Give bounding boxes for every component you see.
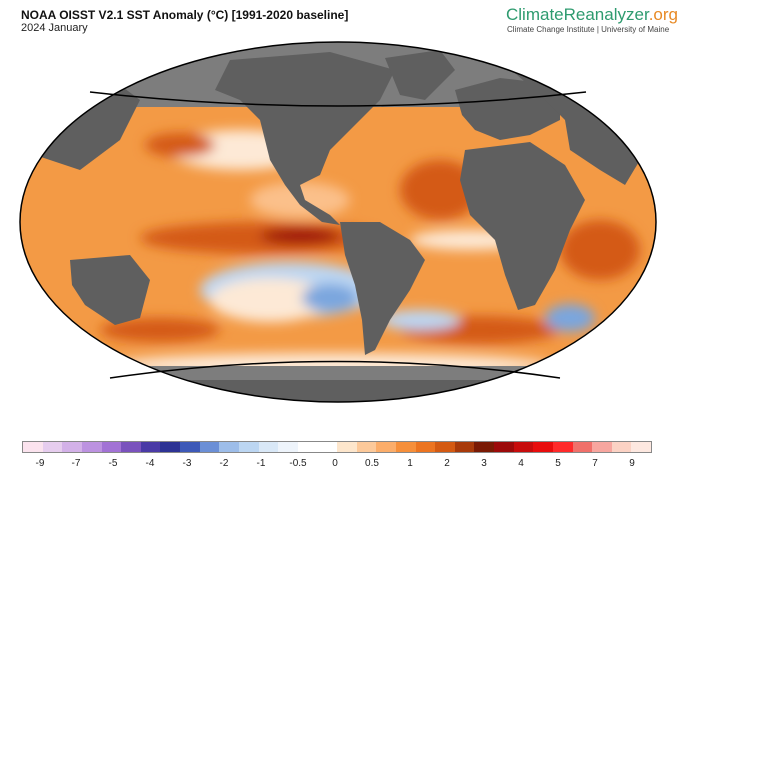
colorbar-swatch — [592, 442, 612, 452]
colorbar-tick-label: -0.5 — [289, 458, 307, 469]
colorbar — [22, 441, 652, 453]
colorbar-tick-label: -5 — [108, 458, 118, 469]
colorbar-swatch — [62, 442, 82, 452]
map-subtitle: 2024 January — [21, 22, 88, 34]
colorbar-swatch — [297, 442, 318, 452]
colorbar-swatch — [258, 442, 279, 452]
colorbar-swatch — [219, 442, 239, 452]
colorbar-tick-label: -9 — [35, 458, 45, 469]
colorbar-tick-label: -3 — [182, 458, 192, 469]
colorbar-swatch — [494, 442, 514, 452]
colorbar-swatch — [238, 442, 259, 452]
colorbar-tick-label: -1 — [256, 458, 266, 469]
brand-name: ClimateReanalyzer — [506, 5, 649, 24]
colorbar-tick-label: 9 — [629, 458, 635, 469]
colorbar-tick-label: -4 — [145, 458, 155, 469]
antarctica — [20, 380, 656, 402]
colorbar-swatch — [356, 442, 377, 452]
colorbar-swatch — [415, 442, 436, 452]
colorbar-swatch — [81, 442, 102, 452]
arctic-circle-line — [89, 91, 587, 107]
colorbar-swatch — [611, 442, 632, 452]
colorbar-tick-label: 0 — [332, 458, 338, 469]
colorbar-swatch — [42, 442, 63, 452]
colorbar-swatch — [121, 442, 141, 452]
africa — [460, 142, 585, 310]
colorbar-swatch — [317, 442, 337, 452]
brand-suffix: .org — [648, 5, 678, 24]
colorbar-swatch — [552, 442, 573, 452]
colorbar-swatch — [199, 442, 220, 452]
colorbar-ticks: -9 -7 -5 -4 -3 -2 -1 -0.5 0 0.5 1 2 3 4 5 7 9 — [22, 458, 652, 472]
colorbar-tick-label: 4 — [518, 458, 524, 469]
colorbar-swatch — [513, 442, 534, 452]
colorbar-tick-label: 2 — [444, 458, 450, 469]
colorbar-swatch — [140, 442, 161, 452]
colorbar-tick-label: 5 — [555, 458, 561, 469]
colorbar-swatch — [395, 442, 416, 452]
colorbar-swatch — [533, 442, 553, 452]
colorbar-swatch — [337, 442, 357, 452]
greenland — [385, 50, 455, 100]
colorbar-swatch — [572, 442, 593, 452]
colorbar-swatch — [454, 442, 475, 452]
brand-affiliation: Climate Change Institute | University of… — [507, 25, 670, 34]
colorbar-tick-label: 0.5 — [365, 458, 379, 469]
globe-outline — [19, 41, 657, 403]
colorbar-tick-label: -2 — [219, 458, 229, 469]
south-america — [340, 222, 425, 355]
colorbar-swatch — [101, 442, 122, 452]
colorbar-swatch — [160, 442, 180, 452]
colorbar-tick-label: 7 — [592, 458, 598, 469]
colorbar-swatch — [23, 442, 43, 452]
colorbar-swatch — [474, 442, 494, 452]
brand-logo[interactable]: ClimateReanalyzer.org — [506, 5, 678, 25]
colorbar-swatch — [435, 442, 455, 452]
colorbar-swatch — [180, 442, 200, 452]
australia — [70, 255, 150, 325]
antarctic-circle-line — [109, 360, 561, 379]
colorbar-tick-label: 1 — [407, 458, 413, 469]
colorbar-tick-label: -7 — [71, 458, 81, 469]
sst-anomaly-map — [19, 41, 657, 403]
colorbar-swatch — [631, 442, 651, 452]
colorbar-tick-label: 3 — [481, 458, 487, 469]
colorbar-swatch — [278, 442, 298, 452]
europe — [455, 78, 560, 140]
north-america — [215, 52, 395, 225]
colorbar-swatch — [376, 442, 396, 452]
map-title: NOAA OISST V2.1 SST Anomaly (°C) [1991-2… — [21, 8, 349, 22]
